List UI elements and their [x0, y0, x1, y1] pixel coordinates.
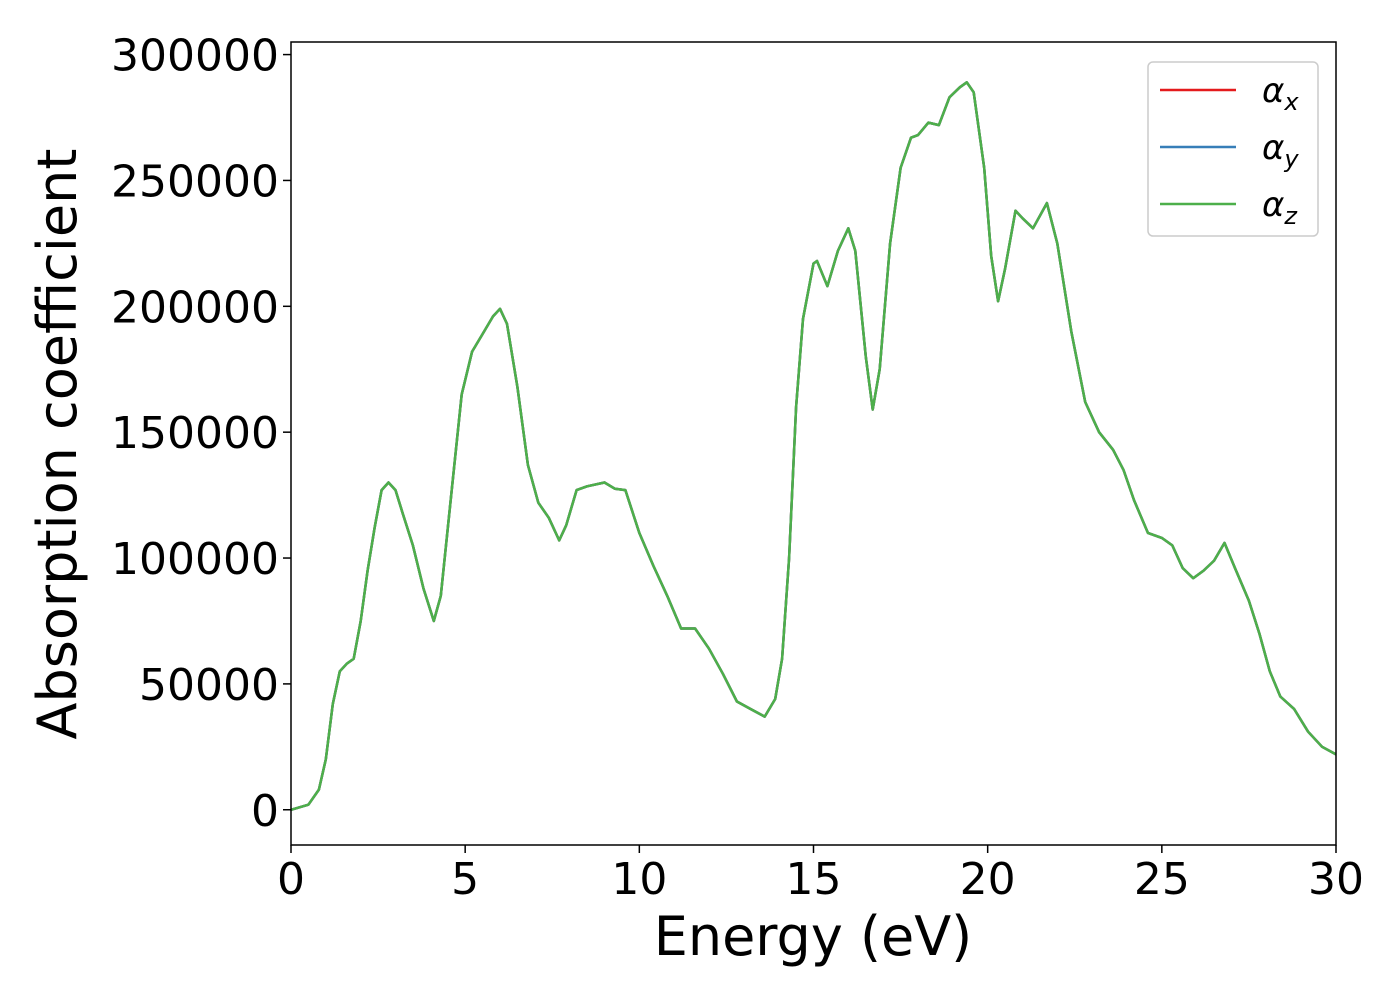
x-tick-label: 30	[1308, 854, 1364, 905]
legend-label: αy	[1262, 128, 1299, 173]
legend-label: αx	[1262, 71, 1299, 116]
plot-frame	[290, 41, 1337, 846]
y-tick-label: 0	[251, 786, 279, 837]
x-tick-label: 25	[1134, 854, 1190, 905]
x-tick-label: 20	[960, 854, 1016, 905]
y-tick-label: 100000	[111, 534, 279, 585]
y-axis-label: Absorption coefficient	[26, 149, 89, 740]
y-tick-label: 50000	[139, 660, 279, 711]
series-line	[290, 81, 1337, 811]
y-tick-label: 250000	[111, 156, 279, 207]
y-tick-label: 200000	[111, 282, 279, 333]
x-tick-label: 15	[786, 854, 842, 905]
x-tick-label: 10	[611, 854, 667, 905]
y-tick-label: 150000	[111, 408, 279, 459]
legend-label: αz	[1262, 185, 1298, 230]
x-tick-label: 0	[277, 854, 305, 905]
x-tick-label: 5	[451, 854, 479, 905]
y-tick-label: 300000	[111, 31, 279, 82]
legend-box	[1147, 61, 1319, 237]
x-axis-label: Energy (eV)	[654, 905, 973, 968]
